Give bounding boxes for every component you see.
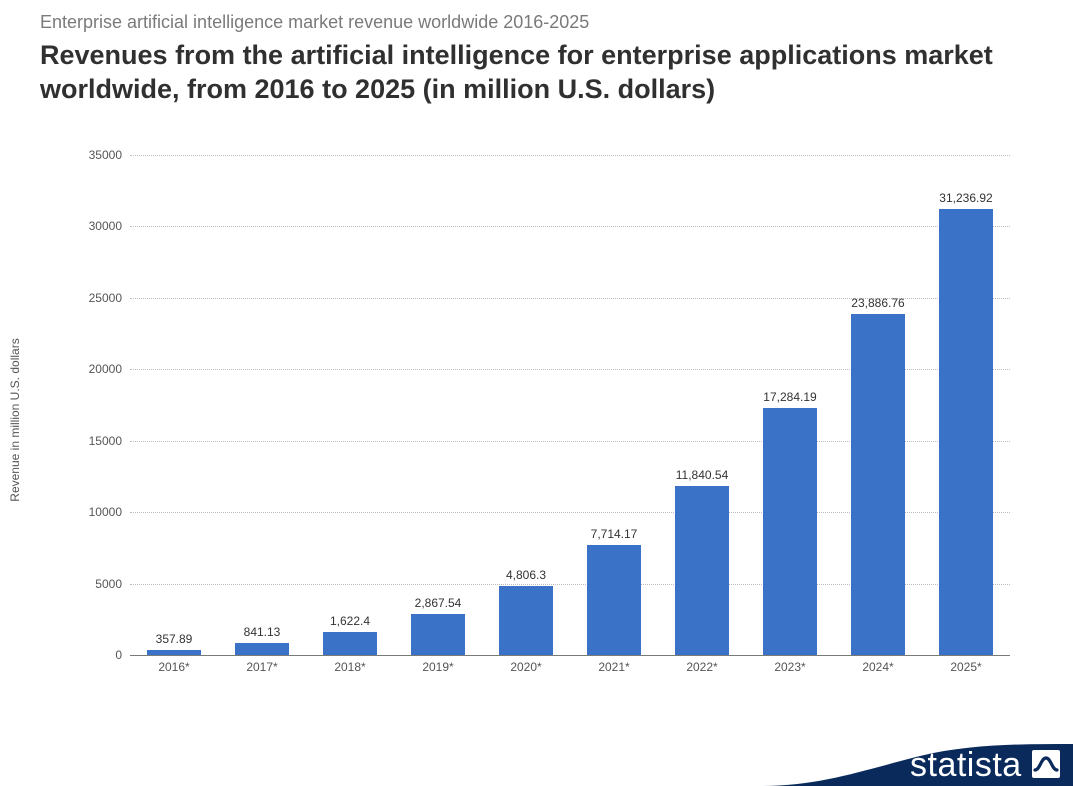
revenue-chart: Revenue in million U.S. dollars 05000100…	[70, 155, 1010, 685]
bar	[235, 643, 290, 655]
x-tick-label: 2024*	[862, 660, 893, 674]
x-tick-label: 2019*	[422, 660, 453, 674]
y-tick-label: 10000	[62, 505, 122, 519]
statista-logo-icon	[1032, 750, 1060, 778]
bar-value-label: 4,806.3	[506, 568, 546, 582]
chart-plot-area: 05000100001500020000250003000035000357.8…	[130, 155, 1010, 655]
bar	[499, 586, 554, 655]
bar-value-label: 31,236.92	[939, 191, 992, 205]
bar-value-label: 2,867.54	[415, 596, 462, 610]
page-title: Revenues from the artificial intelligenc…	[40, 39, 1033, 107]
bar	[851, 314, 906, 655]
y-tick-label: 35000	[62, 148, 122, 162]
bar	[147, 650, 202, 655]
bar	[411, 614, 466, 655]
x-tick-label: 2025*	[950, 660, 981, 674]
y-tick-label: 25000	[62, 291, 122, 305]
x-tick-label: 2016*	[158, 660, 189, 674]
y-axis-label: Revenue in million U.S. dollars	[8, 338, 22, 501]
bar	[675, 486, 730, 655]
y-tick-label: 0	[62, 648, 122, 662]
bar	[763, 408, 818, 655]
footer-branding: statista	[0, 726, 1073, 786]
y-tick-label: 5000	[62, 577, 122, 591]
page-subtitle: Enterprise artificial intelligence marke…	[40, 12, 1033, 33]
bar	[323, 632, 378, 655]
bar-value-label: 7,714.17	[591, 527, 638, 541]
x-tick-label: 2021*	[598, 660, 629, 674]
bar-value-label: 17,284.19	[763, 390, 816, 404]
bar-value-label: 357.89	[156, 632, 193, 646]
x-tick-label: 2017*	[246, 660, 277, 674]
bar-value-label: 23,886.76	[851, 296, 904, 310]
bar-value-label: 11,840.54	[676, 468, 729, 482]
y-tick-label: 15000	[62, 434, 122, 448]
y-tick-label: 30000	[62, 219, 122, 233]
x-tick-label: 2022*	[686, 660, 717, 674]
y-tick-label: 20000	[62, 362, 122, 376]
bar-value-label: 1,622.4	[330, 614, 370, 628]
gridline	[130, 226, 1010, 227]
x-tick-label: 2020*	[510, 660, 541, 674]
bar	[939, 209, 994, 655]
x-tick-label: 2023*	[774, 660, 805, 674]
statista-logo-text: statista	[910, 746, 1022, 784]
bar	[587, 545, 642, 655]
gridline	[130, 155, 1010, 156]
x-axis-baseline	[130, 655, 1010, 656]
bar-value-label: 841.13	[244, 625, 281, 639]
x-tick-label: 2018*	[334, 660, 365, 674]
